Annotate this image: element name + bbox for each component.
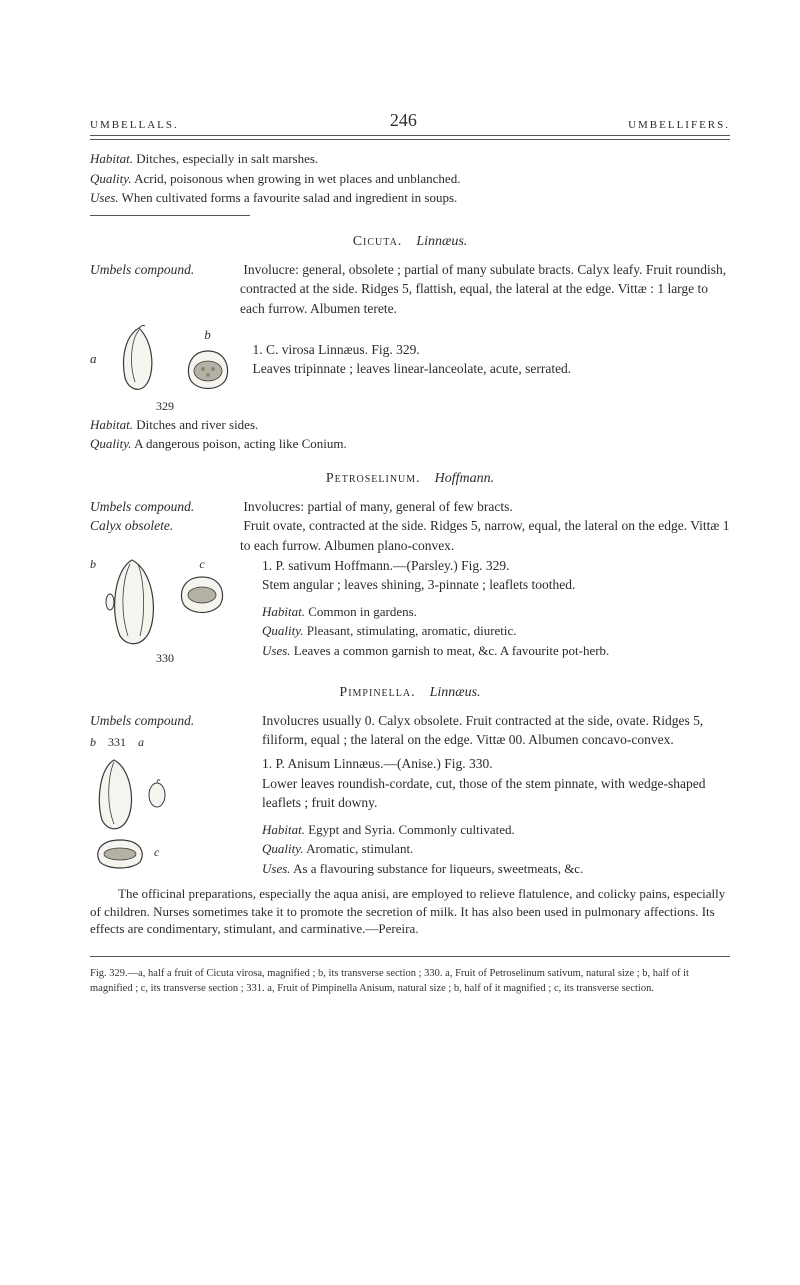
label-habitat: Habitat.: [90, 151, 133, 166]
pimp-remarks: The officinal preparations, especially t…: [90, 885, 730, 938]
pimpinella-authority: Linnæus.: [430, 685, 481, 700]
pimp-species: 1. P. Anisum Linnæus.—(Anise.) Fig. 330.: [262, 754, 730, 774]
fig-331b-icon: [90, 756, 138, 832]
running-head: UMBELLALS. 246 UMBELLIFERS.: [90, 110, 730, 131]
fig330-label-c: c: [199, 556, 204, 573]
fig-329b-icon: [181, 345, 235, 393]
cicuta-genus: Cicuta.: [353, 234, 403, 249]
petro-involucres: Involucres: partial of many, general of …: [243, 499, 512, 514]
running-head-right: UMBELLIFERS.: [628, 119, 730, 131]
rule-top-2: [90, 139, 730, 140]
running-head-left: UMBELLALS.: [90, 119, 179, 131]
cicuta-leaves: Leaves tripinnate ; leaves linear-lanceo…: [253, 359, 731, 379]
pimpinella-genus: Pimpinella.: [339, 685, 415, 700]
petro-habitat: Common in gardens.: [308, 604, 417, 619]
pimp-quality: Aromatic, stimulant.: [306, 841, 413, 856]
pimp-umbels-lead: Umbels compound.: [90, 711, 240, 731]
fig-329a-icon: [115, 324, 163, 394]
footnote: Fig. 329.—a, half a fruit of Cicuta viro…: [90, 967, 730, 995]
fig-330c-icon: [174, 573, 230, 615]
fig331-label-a: a: [138, 734, 144, 751]
intro-habitat: Ditches, especially in salt marshes.: [136, 151, 318, 166]
cicuta-label-habitat: Habitat.: [90, 417, 133, 432]
intro-block: Habitat. Ditches, especially in salt mar…: [90, 150, 730, 207]
petro-species: 1. P. sativum Hoffmann.—(Parsley.) Fig. …: [262, 556, 730, 576]
fig331-label-b: b: [90, 734, 96, 751]
rule-top-1: [90, 135, 730, 136]
fig-329-row: a b: [90, 324, 730, 394]
petro-fruit: Fruit ovate, contracted at the side. Rid…: [240, 518, 730, 553]
pimp-habitat: Egypt and Syria. Commonly cultivated.: [308, 822, 515, 837]
petroselinum-authority: Hoffmann.: [435, 471, 495, 486]
cicuta-heading: Cicuta. Linnæus.: [90, 234, 730, 250]
pimpinella-entry: Umbels compound. b 331 a: [90, 711, 730, 938]
petroselinum-entry: Umbels compound. Involucres: partial of …: [90, 497, 730, 667]
petro-label-quality: Quality.: [262, 623, 304, 638]
cicuta-authority: Linnæus.: [416, 234, 467, 249]
cicuta-label-quality: Quality.: [90, 436, 132, 451]
cicuta-species-block: 1. C. virosa Linnæus. Fig. 329. Leaves t…: [253, 340, 731, 379]
petro-quality: Pleasant, stimulating, aromatic, diureti…: [307, 623, 517, 638]
intro-quality: Acrid, poisonous when growing in wet pla…: [134, 171, 460, 186]
cicuta-quality: A dangerous poison, acting like Conium.: [134, 436, 347, 451]
cicuta-species: 1. C. virosa Linnæus. Fig. 329.: [253, 340, 731, 360]
pimp-involucres: Involucres usually 0. Calyx obsolete. Fr…: [262, 711, 730, 750]
rule-intro: [90, 215, 250, 216]
pimp-text-col: Involucres usually 0. Calyx obsolete. Fr…: [262, 711, 730, 879]
cicuta-involucre: Involucre: general, obsolete ; partial o…: [240, 262, 726, 316]
fig-331a-icon: [144, 779, 170, 809]
cicuta-entry: Umbels compound. Involucre: general, obs…: [90, 260, 730, 453]
petro-stem: Stem angular ; leaves shining, 3-pinnate…: [262, 575, 730, 595]
fig329-label-b: b: [204, 326, 211, 345]
pimp-leaves: Lower leaves roundish-cordate, cut, thos…: [262, 774, 730, 813]
label-quality: Quality.: [90, 171, 132, 186]
petro-umbels-lead: Umbels compound.: [90, 497, 240, 517]
pimp-label-habitat: Habitat.: [262, 822, 305, 837]
petro-fig-text-row: b c: [90, 556, 730, 667]
fig-330-col: b c: [90, 556, 240, 667]
fig-331c-icon: [90, 836, 150, 870]
fig-331-col: Umbels compound. b 331 a: [90, 711, 240, 879]
fig330-label-b: b: [90, 556, 96, 573]
petro-text-col: 1. P. sativum Hoffmann.—(Parsley.) Fig. …: [262, 556, 730, 667]
petro-calyx-lead: Calyx obsolete.: [90, 516, 240, 536]
fig331-row-number: 331: [108, 734, 126, 751]
page: UMBELLALS. 246 UMBELLIFERS. Habitat. Dit…: [0, 0, 800, 1285]
label-uses: Uses.: [90, 190, 119, 205]
intro-uses: When cultivated forms a favourite salad …: [122, 190, 458, 205]
pimpinella-heading: Pimpinella. Linnæus.: [90, 685, 730, 701]
pimp-label-quality: Quality.: [262, 841, 304, 856]
page-number: 246: [390, 110, 417, 131]
fig-330-number: 330: [90, 650, 240, 667]
cicuta-habitat: Ditches and river sides.: [136, 417, 258, 432]
rule-footnote: [90, 956, 730, 957]
pimp-label-uses: Uses.: [262, 861, 291, 876]
fig-329-number: 329: [90, 398, 240, 415]
petro-label-habitat: Habitat.: [262, 604, 305, 619]
pimp-uses: As a flavouring substance for liqueurs, …: [293, 861, 583, 876]
petro-uses: Leaves a common garnish to meat, &c. A f…: [294, 643, 610, 658]
fig-330b-icon: [100, 556, 164, 648]
petroselinum-heading: Petroselinum. Hoffmann.: [90, 471, 730, 487]
fig329-label-a: a: [90, 350, 97, 369]
petroselinum-genus: Petroselinum.: [326, 471, 421, 486]
petro-label-uses: Uses.: [262, 643, 291, 658]
cicuta-umbels-lead: Umbels compound.: [90, 260, 240, 280]
fig331-label-c: c: [154, 844, 159, 861]
